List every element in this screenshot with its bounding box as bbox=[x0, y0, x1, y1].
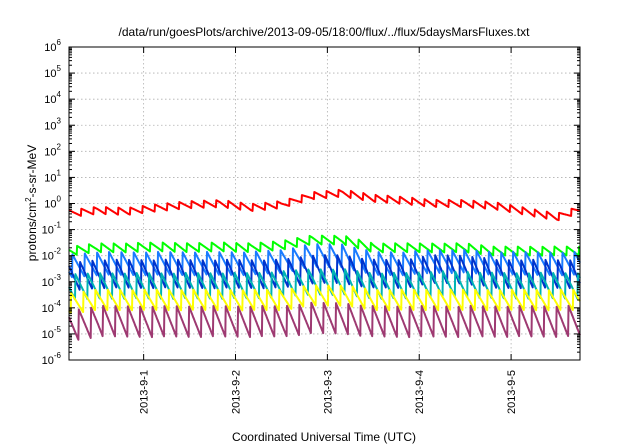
y-tick-labels: 10610510410310210110010-110-210-310-410-… bbox=[42, 38, 62, 367]
y-tick-label: 102 bbox=[44, 142, 61, 158]
y-tick-base: 10 bbox=[44, 68, 56, 80]
y-tick-exp: -3 bbox=[54, 273, 62, 282]
series-line-2 bbox=[68, 234, 581, 257]
y-tick-exp: 6 bbox=[57, 38, 62, 47]
y-axis-label-rest: -s-sr-MeV bbox=[25, 145, 39, 198]
y-tick-base: 10 bbox=[44, 199, 56, 211]
y-tick-label: 103 bbox=[44, 116, 61, 132]
y-tick-label: 10-4 bbox=[42, 299, 62, 315]
x-tick-label: 2013-9-5 bbox=[506, 370, 518, 414]
y-tick-base: 10 bbox=[42, 355, 54, 367]
y-tick-base: 10 bbox=[44, 146, 56, 158]
x-tick-label: 2013-9-3 bbox=[322, 370, 334, 414]
y-tick-label: 10-5 bbox=[42, 325, 62, 341]
series-lines bbox=[68, 188, 581, 341]
y-tick-label: 100 bbox=[44, 195, 61, 211]
y-tick-exp: 1 bbox=[57, 168, 62, 177]
series-line-6 bbox=[68, 284, 581, 315]
y-tick-exp: -1 bbox=[54, 221, 62, 230]
y-axis-label-sup: 2 bbox=[24, 197, 33, 202]
y-tick-label: 10-1 bbox=[42, 221, 62, 237]
y-tick-base: 10 bbox=[42, 329, 54, 341]
x-tick-label: 2013-9-2 bbox=[231, 370, 243, 414]
grid-lines bbox=[69, 47, 580, 360]
y-tick-label: 105 bbox=[44, 64, 61, 80]
y-tick-exp: -4 bbox=[54, 299, 62, 308]
y-axis-label-base: protons/cm bbox=[25, 202, 39, 261]
y-tick-base: 10 bbox=[44, 42, 56, 54]
y-tick-base: 10 bbox=[44, 120, 56, 132]
y-tick-exp: -2 bbox=[54, 247, 62, 256]
y-tick-base: 10 bbox=[44, 94, 56, 106]
y-tick-label: 10-3 bbox=[42, 273, 62, 289]
axis-ticks bbox=[69, 46, 580, 361]
y-tick-exp: 5 bbox=[57, 64, 62, 73]
y-tick-label: 10-2 bbox=[42, 247, 62, 263]
series-line-4 bbox=[68, 254, 581, 291]
y-tick-base: 10 bbox=[42, 277, 54, 289]
y-tick-label: 101 bbox=[44, 168, 61, 184]
y-tick-label: 106 bbox=[44, 38, 61, 54]
y-axis-label: protons/cm2-s-sr-MeV bbox=[24, 145, 39, 261]
y-tick-label: 10-6 bbox=[42, 351, 62, 367]
y-tick-exp: -6 bbox=[54, 351, 62, 360]
series-line-5 bbox=[68, 268, 581, 301]
x-axis-label: Coordinated Universal Time (UTC) bbox=[232, 430, 416, 444]
y-tick-label: 104 bbox=[44, 90, 61, 106]
x-tick-label: 2013-9-4 bbox=[414, 370, 426, 414]
chart-title: /data/run/goesPlots/archive/2013-09-05/1… bbox=[119, 25, 531, 39]
x-tick-labels: 2013-9-1 2013-9-2 2013-9-3 2013-9-4 2013-9-5 bbox=[139, 370, 518, 414]
y-tick-base: 10 bbox=[42, 225, 54, 237]
y-tick-base: 10 bbox=[44, 172, 56, 184]
x-tick-label: 2013-9-1 bbox=[139, 370, 151, 414]
y-tick-exp: 4 bbox=[57, 90, 62, 99]
y-tick-base: 10 bbox=[42, 303, 54, 315]
y-tick-exp: 2 bbox=[57, 142, 62, 151]
y-tick-base: 10 bbox=[42, 251, 54, 263]
series-line-1 bbox=[68, 188, 581, 222]
y-tick-exp: 3 bbox=[57, 116, 62, 125]
series-line-7 bbox=[68, 301, 581, 341]
y-tick-exp: 0 bbox=[57, 195, 62, 204]
y-tick-exp: -5 bbox=[54, 325, 62, 334]
